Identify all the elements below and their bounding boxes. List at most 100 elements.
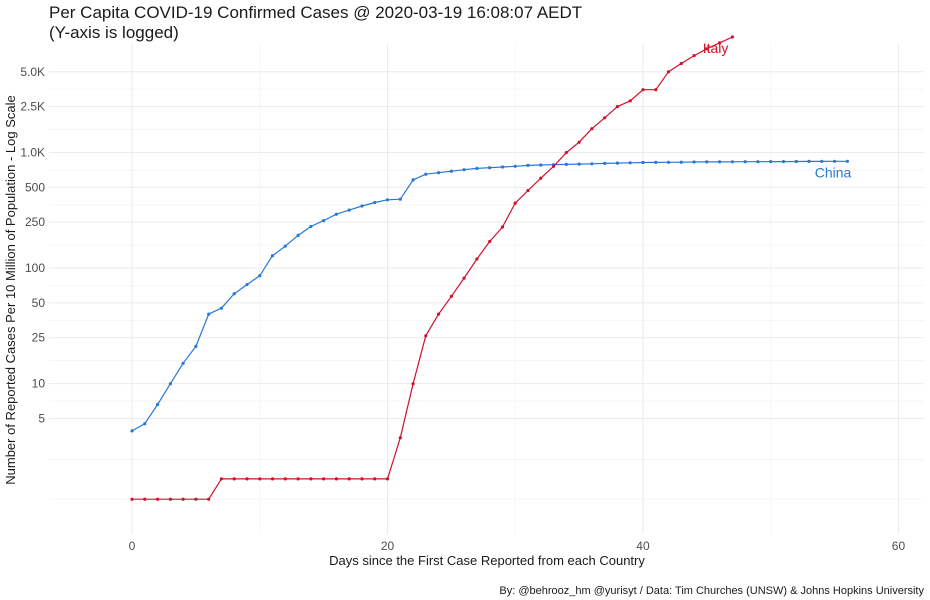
data-point-italy (628, 99, 632, 103)
data-point-italy (666, 70, 671, 74)
data-point-china (270, 254, 275, 258)
data-point-italy (270, 477, 275, 481)
y-tick-label: 1.0K (20, 146, 45, 160)
data-point-italy (424, 334, 428, 338)
data-point-italy (615, 105, 620, 109)
data-point-italy (360, 477, 364, 481)
data-point-china (309, 224, 313, 229)
data-point-italy (552, 164, 556, 168)
data-point-china (807, 159, 811, 163)
data-point-italy (475, 257, 479, 261)
data-point-italy (539, 176, 543, 180)
data-point-italy (500, 225, 505, 229)
data-point-italy (296, 477, 300, 481)
data-point-china (679, 160, 683, 164)
data-point-italy (526, 188, 530, 193)
data-point-china (718, 160, 722, 164)
data-point-china (449, 169, 453, 173)
data-point-china (769, 160, 773, 164)
data-point-italy (334, 477, 338, 481)
data-point-china (258, 274, 262, 278)
x-axis-title: Days since the First Case Reported from … (329, 553, 645, 568)
data-point-china (437, 171, 441, 175)
data-point-china (373, 200, 377, 205)
y-tick-label: 100 (25, 261, 45, 275)
data-point-china (168, 382, 172, 386)
data-point-china (526, 163, 530, 167)
data-point-china (794, 159, 798, 164)
data-point-china (603, 161, 607, 165)
data-point-china (500, 165, 505, 169)
chart-subtitle: (Y-axis is logged) (49, 23, 179, 42)
data-point-china (666, 160, 671, 164)
chart-title: Per Capita COVID-19 Confirmed Cases @ 20… (49, 3, 582, 22)
data-point-china (590, 162, 594, 166)
data-point-italy (398, 436, 402, 440)
data-point-italy (156, 497, 160, 501)
y-axis-title: Number of Reported Cases Per 10 Million … (3, 95, 18, 485)
y-tick-label: 25 (32, 331, 46, 345)
grid (49, 44, 924, 534)
data-point-china (615, 161, 620, 165)
y-tick-label: 50 (32, 296, 46, 310)
data-point-china (781, 160, 786, 164)
y-tick-label: 250 (25, 215, 45, 229)
data-point-italy (449, 294, 453, 298)
y-axis-ticks: 5 10 25 50 100 250 500 1.0K 2.5K 5.0K (20, 65, 45, 426)
data-point-italy (718, 41, 722, 45)
data-point-china (833, 159, 837, 163)
data-point-italy (577, 140, 581, 144)
series-line-italy (132, 36, 733, 500)
data-point-italy (564, 151, 568, 155)
y-tick-label: 500 (25, 180, 45, 194)
data-point-italy (219, 477, 223, 481)
data-point-china (398, 197, 402, 201)
data-point-china (475, 166, 479, 170)
y-tick-label: 2.5K (20, 100, 45, 114)
data-point-china (654, 160, 658, 164)
data-point-china (385, 198, 390, 202)
data-point-china (219, 306, 223, 310)
x-axis-ticks: 0 20 40 60 (129, 539, 906, 553)
series-line-china (131, 160, 848, 432)
data-point-italy (283, 477, 287, 481)
data-point-china (143, 422, 147, 426)
data-point-italy (411, 382, 415, 386)
data-point-china (820, 159, 824, 163)
data-point-china (283, 244, 287, 248)
data-point-italy (181, 497, 185, 501)
data-point-china (296, 233, 300, 237)
y-tick-label: 5.0K (20, 65, 45, 79)
data-point-china (347, 208, 351, 212)
x-tick-label: 40 (636, 539, 650, 553)
data-point-china (181, 361, 185, 365)
data-point-china (730, 160, 735, 164)
data-point-italy (462, 276, 466, 280)
data-point-italy (347, 477, 351, 481)
data-point-china (488, 166, 492, 170)
data-point-china (705, 160, 709, 164)
data-point-italy (692, 54, 696, 58)
data-point-italy (641, 88, 645, 92)
data-point-italy (232, 477, 236, 481)
data-point-china (756, 160, 760, 164)
data-point-italy (373, 477, 377, 481)
data-point-italy (603, 116, 607, 120)
data-point-china (845, 159, 850, 163)
series-layer: China Italy (130, 35, 852, 501)
data-point-china (424, 172, 428, 176)
data-point-italy (168, 497, 172, 501)
data-point-china (207, 312, 211, 316)
data-point-china (322, 219, 326, 223)
data-point-italy (385, 477, 390, 481)
data-point-italy (513, 201, 517, 205)
data-point-china (692, 160, 696, 164)
data-point-china (577, 162, 581, 166)
data-point-china (360, 204, 364, 208)
data-point-china (245, 283, 249, 287)
data-point-china (564, 162, 568, 166)
series-label-china: China (815, 164, 852, 180)
data-point-italy (207, 497, 211, 501)
x-tick-label: 0 (129, 539, 136, 553)
